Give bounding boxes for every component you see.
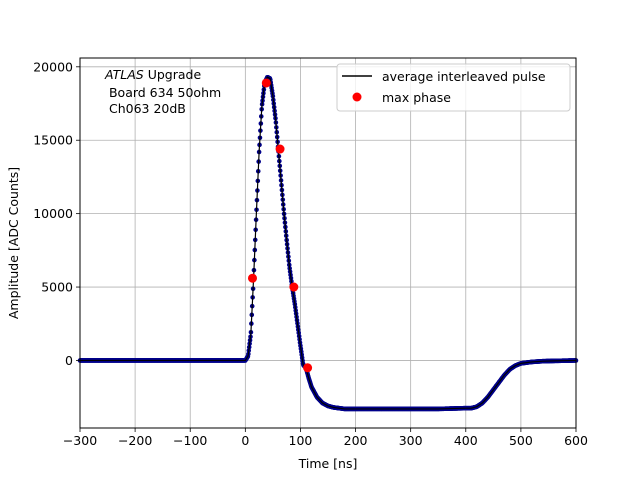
x-tick-label: 200	[344, 433, 368, 448]
x-tick-label: 600	[564, 433, 588, 448]
x-tick-label: 100	[289, 433, 313, 448]
x-tick-label: −200	[118, 433, 152, 448]
max-phase-point	[275, 144, 285, 154]
x-tick-label: −300	[63, 433, 97, 448]
legend: average interleaved pulse max phase	[336, 63, 571, 112]
x-axis-label: Time [ns]	[298, 456, 358, 471]
y-tick-label: 20000	[33, 59, 73, 74]
y-tick-label: 0	[65, 353, 73, 368]
x-tick-label: −100	[173, 433, 207, 448]
y-axis-label: Amplitude [ADC Counts]	[6, 167, 21, 319]
annotation-line-2: Board 634 50ohm	[105, 85, 221, 100]
legend-label-average-pulse: average interleaved pulse	[382, 69, 546, 84]
max-phase-point	[289, 282, 299, 292]
legend-box	[336, 63, 571, 112]
y-tick-label: 10000	[33, 206, 73, 221]
plot-area	[77, 74, 579, 412]
axes-frame	[79, 57, 577, 429]
y-tick-label: 5000	[41, 280, 73, 295]
max-phase-point	[261, 78, 271, 88]
annotation-upgrade: Upgrade	[144, 67, 202, 82]
series-average-pulse-line	[80, 76, 577, 410]
legend-label-max-phase: max phase	[382, 90, 451, 105]
y-tick-label: 15000	[33, 133, 73, 148]
x-tick-label: 300	[399, 433, 423, 448]
x-tick-label: 500	[509, 433, 533, 448]
max-phase-point	[247, 273, 257, 283]
max-phase-point	[303, 363, 313, 373]
annotation-atlas: ATLAS	[104, 67, 144, 82]
axis-ticks: −300 −200 −100 0 100 200 300 400 500 600 0 5000 1000…	[33, 59, 588, 448]
legend-dot-marker	[352, 92, 362, 102]
annotation-line-3: Ch063 20dB	[105, 101, 186, 116]
chart-annotation: ATLAS Upgrade Board 634 50ohm Ch063 20dB	[104, 67, 221, 116]
annotation-line-1: ATLAS Upgrade	[104, 67, 201, 82]
x-tick-label: 0	[241, 433, 249, 448]
x-tick-label: 400	[454, 433, 478, 448]
